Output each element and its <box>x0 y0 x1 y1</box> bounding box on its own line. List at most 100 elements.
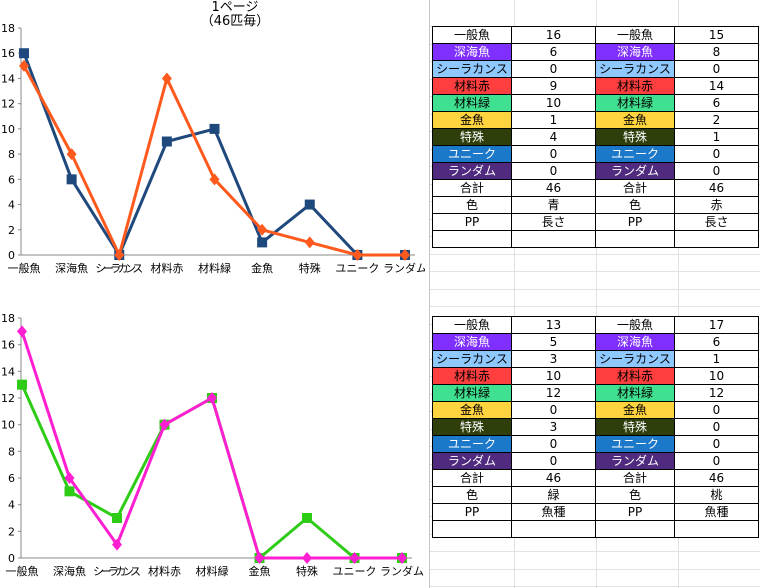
category-cell[interactable]: ランダム <box>595 452 675 470</box>
value-cell[interactable]: 10 <box>511 94 596 112</box>
empty-cell[interactable] <box>595 520 675 538</box>
category-cell[interactable]: 特殊 <box>595 128 675 146</box>
category-cell[interactable]: シーラカンス <box>432 350 512 368</box>
value-cell[interactable]: 6 <box>674 94 759 112</box>
category-cell[interactable]: 材料赤 <box>595 367 675 385</box>
value-cell[interactable]: 長さ <box>674 213 759 231</box>
value-cell[interactable]: 長さ <box>511 213 596 231</box>
category-cell[interactable]: 色 <box>595 196 675 214</box>
category-cell[interactable]: シーラカンス <box>595 60 675 78</box>
value-cell[interactable]: 12 <box>674 384 759 402</box>
category-cell[interactable]: 金魚 <box>432 401 512 419</box>
category-cell[interactable]: 色 <box>432 486 512 504</box>
value-cell[interactable]: 0 <box>674 60 759 78</box>
value-cell[interactable]: 2 <box>674 111 759 129</box>
category-cell[interactable]: ユニーク <box>432 435 512 453</box>
category-cell[interactable]: 合計 <box>595 179 675 197</box>
value-cell[interactable]: 0 <box>674 452 759 470</box>
empty-cell[interactable] <box>511 520 596 538</box>
category-cell[interactable]: 金魚 <box>595 401 675 419</box>
value-cell[interactable]: 青 <box>511 196 596 214</box>
value-cell[interactable]: 10 <box>511 367 596 385</box>
value-cell[interactable]: 14 <box>674 77 759 95</box>
category-cell[interactable]: 材料緑 <box>595 94 675 112</box>
value-cell[interactable]: 桃 <box>674 486 759 504</box>
category-cell[interactable]: ユニーク <box>595 145 675 163</box>
value-cell[interactable]: 0 <box>511 452 596 470</box>
category-cell[interactable]: 深海魚 <box>432 333 512 351</box>
category-cell[interactable]: 一般魚 <box>595 26 675 44</box>
category-cell[interactable]: ランダム <box>595 162 675 180</box>
category-cell[interactable]: 特殊 <box>432 128 512 146</box>
value-cell[interactable]: 1 <box>674 128 759 146</box>
value-cell[interactable]: 0 <box>674 162 759 180</box>
value-cell[interactable]: 0 <box>511 145 596 163</box>
value-cell[interactable]: 8 <box>674 43 759 61</box>
value-cell[interactable]: 0 <box>674 435 759 453</box>
empty-cell[interactable] <box>674 520 759 538</box>
category-cell[interactable]: PP <box>595 213 675 231</box>
category-cell[interactable]: 一般魚 <box>432 26 512 44</box>
value-cell[interactable]: 3 <box>511 350 596 368</box>
value-cell[interactable]: 46 <box>674 179 759 197</box>
category-cell[interactable]: 特殊 <box>432 418 512 436</box>
category-cell[interactable]: 色 <box>432 196 512 214</box>
category-cell[interactable]: 深海魚 <box>595 43 675 61</box>
value-cell[interactable]: 6 <box>674 333 759 351</box>
category-cell[interactable]: 材料赤 <box>432 77 512 95</box>
value-cell[interactable]: 46 <box>674 469 759 487</box>
category-cell[interactable]: 材料緑 <box>432 94 512 112</box>
value-cell[interactable]: 15 <box>674 26 759 44</box>
category-cell[interactable]: ユニーク <box>432 145 512 163</box>
value-cell[interactable]: 0 <box>674 401 759 419</box>
category-cell[interactable]: 一般魚 <box>432 316 512 334</box>
value-cell[interactable]: 12 <box>511 384 596 402</box>
value-cell[interactable]: 10 <box>674 367 759 385</box>
category-cell[interactable]: ランダム <box>432 452 512 470</box>
value-cell[interactable]: 4 <box>511 128 596 146</box>
category-cell[interactable]: PP <box>595 503 675 521</box>
category-cell[interactable]: 金魚 <box>595 111 675 129</box>
value-cell[interactable]: 46 <box>511 179 596 197</box>
category-cell[interactable]: 深海魚 <box>595 333 675 351</box>
empty-cell[interactable] <box>511 230 596 248</box>
category-cell[interactable]: 合計 <box>432 179 512 197</box>
empty-cell[interactable] <box>432 230 512 248</box>
value-cell[interactable]: 0 <box>511 435 596 453</box>
value-cell[interactable]: 1 <box>511 111 596 129</box>
value-cell[interactable]: 5 <box>511 333 596 351</box>
category-cell[interactable]: 合計 <box>595 469 675 487</box>
value-cell[interactable]: 17 <box>674 316 759 334</box>
category-cell[interactable]: 材料緑 <box>432 384 512 402</box>
value-cell[interactable]: 9 <box>511 77 596 95</box>
category-cell[interactable]: シーラカンス <box>432 60 512 78</box>
value-cell[interactable]: 魚種 <box>511 503 596 521</box>
empty-cell[interactable] <box>595 230 675 248</box>
value-cell[interactable]: 0 <box>511 401 596 419</box>
empty-cell[interactable] <box>674 230 759 248</box>
category-cell[interactable]: PP <box>432 503 512 521</box>
value-cell[interactable]: 魚種 <box>674 503 759 521</box>
value-cell[interactable]: 13 <box>511 316 596 334</box>
category-cell[interactable]: 合計 <box>432 469 512 487</box>
category-cell[interactable]: 材料赤 <box>595 77 675 95</box>
category-cell[interactable]: 金魚 <box>432 111 512 129</box>
category-cell[interactable]: ランダム <box>432 162 512 180</box>
value-cell[interactable]: 16 <box>511 26 596 44</box>
category-cell[interactable]: PP <box>432 213 512 231</box>
value-cell[interactable]: 6 <box>511 43 596 61</box>
value-cell[interactable]: 0 <box>511 60 596 78</box>
category-cell[interactable]: 深海魚 <box>432 43 512 61</box>
value-cell[interactable]: 46 <box>511 469 596 487</box>
category-cell[interactable]: 材料赤 <box>432 367 512 385</box>
value-cell[interactable]: 1 <box>674 350 759 368</box>
category-cell[interactable]: 特殊 <box>595 418 675 436</box>
value-cell[interactable]: 0 <box>511 162 596 180</box>
category-cell[interactable]: 色 <box>595 486 675 504</box>
value-cell[interactable]: 3 <box>511 418 596 436</box>
value-cell[interactable]: 赤 <box>674 196 759 214</box>
value-cell[interactable]: 0 <box>674 418 759 436</box>
value-cell[interactable]: 0 <box>674 145 759 163</box>
category-cell[interactable]: ユニーク <box>595 435 675 453</box>
category-cell[interactable]: 材料緑 <box>595 384 675 402</box>
